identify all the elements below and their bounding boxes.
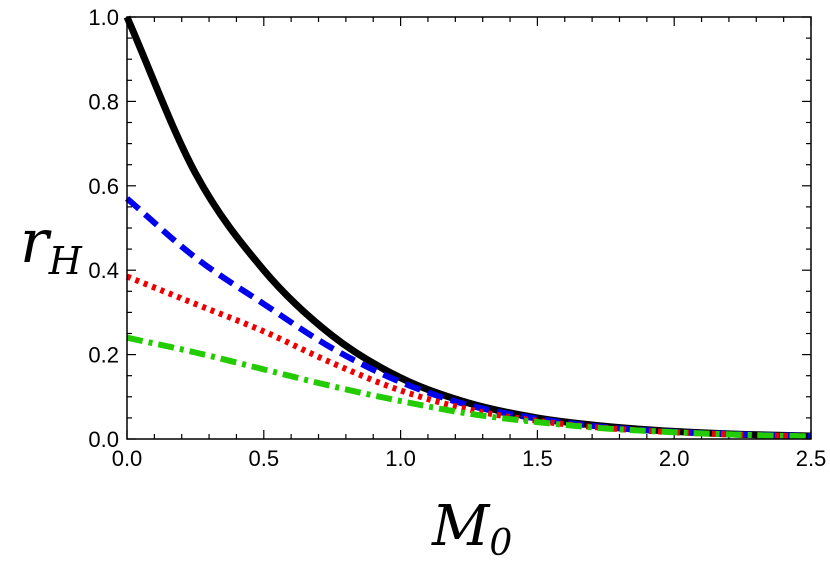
x-axis-label: M0 bbox=[431, 494, 512, 561]
plot-frame bbox=[126, 16, 812, 440]
y-axis-label-main: r bbox=[20, 207, 52, 277]
series-line-solid bbox=[123, 15, 812, 440]
y-tick-label: 0.2 bbox=[88, 343, 119, 368]
x-tick-label: 0.5 bbox=[249, 446, 280, 471]
series-group bbox=[123, 15, 812, 440]
x-axis-label-main: M bbox=[431, 494, 491, 559]
y-tick-label: 1.0 bbox=[88, 5, 119, 30]
series-line-dashed bbox=[125, 196, 812, 440]
x-tick-label: 2.0 bbox=[659, 446, 690, 471]
x-tick-label: 1.0 bbox=[385, 446, 416, 471]
x-axis-label-subscript: 0 bbox=[489, 523, 512, 561]
series-line-dotted bbox=[125, 273, 812, 440]
x-tick-label: 0.0 bbox=[112, 446, 143, 471]
series-line-dash-dot bbox=[126, 334, 812, 440]
y-tick-label: 0.8 bbox=[88, 89, 119, 114]
tick-labels: 0.0 0.5 1.0 1.5 2.0 2.5 0.0 0.2 0.4 0.6 0.8 1.0 bbox=[88, 5, 826, 471]
axis-ticks bbox=[126, 16, 812, 440]
y-axis-label: rH bbox=[20, 207, 83, 283]
x-tick-label: 2.5 bbox=[796, 446, 827, 471]
x-tick-label: 1.5 bbox=[522, 446, 553, 471]
y-tick-label: 0.0 bbox=[88, 427, 119, 452]
y-tick-label: 0.4 bbox=[88, 258, 119, 283]
y-tick-label: 0.6 bbox=[88, 174, 119, 199]
y-axis-label-subscript: H bbox=[48, 239, 83, 283]
